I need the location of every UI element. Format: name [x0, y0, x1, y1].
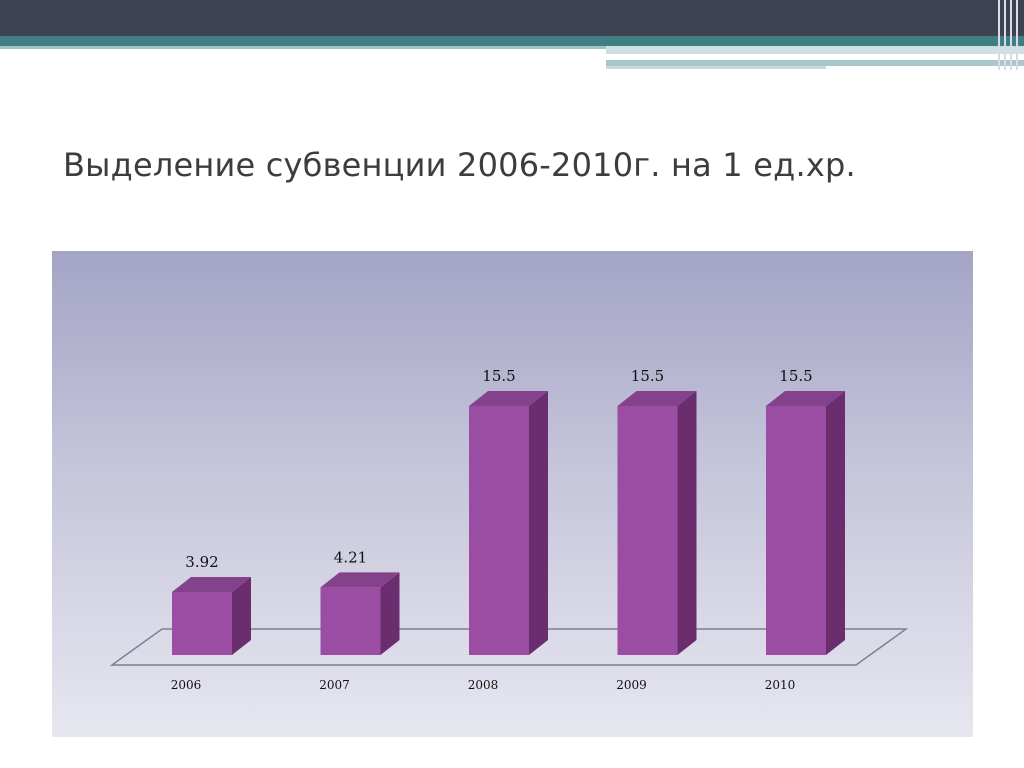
bar-side	[529, 391, 548, 655]
bar	[172, 592, 232, 655]
chart-area: 3.92 2006 4.21 2007 15.5 2008 15.5 2009 15.5 2010	[52, 251, 973, 737]
header-band	[0, 0, 1024, 36]
header-accent-line-right	[606, 46, 1024, 54]
bar	[617, 406, 678, 655]
bar-top	[617, 391, 697, 406]
header-accent-line-right	[606, 60, 1024, 66]
header-accent-line-left	[0, 46, 606, 49]
bar-top	[766, 391, 845, 406]
slide-title: Выделение субвенции 2006-2010г. на 1 ед.…	[63, 146, 856, 184]
x-tick-label: 2006	[171, 678, 202, 692]
data-label: 3.92	[185, 553, 218, 571]
bar-side	[826, 391, 845, 655]
bar	[469, 406, 529, 655]
bar-chart: 3.92 2006 4.21 2007 15.5 2008 15.5 2009 15.5 2010	[109, 367, 909, 692]
decorative-stripes	[994, 0, 1024, 70]
header-accent-band	[0, 36, 1024, 46]
data-label: 4.21	[334, 548, 367, 566]
bar-top	[469, 391, 548, 406]
data-label: 15.5	[631, 367, 664, 385]
bar	[320, 587, 381, 655]
header-accent-line-right	[606, 57, 948, 60]
bar	[766, 406, 826, 655]
bar-top	[320, 572, 400, 588]
data-label: 15.5	[779, 367, 812, 385]
chart-floor	[109, 628, 909, 666]
data-label: 15.5	[482, 367, 515, 385]
bar-side	[232, 577, 251, 655]
x-tick-label: 2009	[616, 678, 647, 692]
bar-top	[172, 577, 251, 593]
bar-side	[677, 391, 697, 655]
x-tick-label: 2008	[468, 678, 499, 692]
header-accent-line-right	[606, 66, 826, 69]
bar-side	[380, 572, 400, 655]
x-tick-label: 2010	[765, 678, 796, 692]
x-tick-label: 2007	[319, 678, 350, 692]
